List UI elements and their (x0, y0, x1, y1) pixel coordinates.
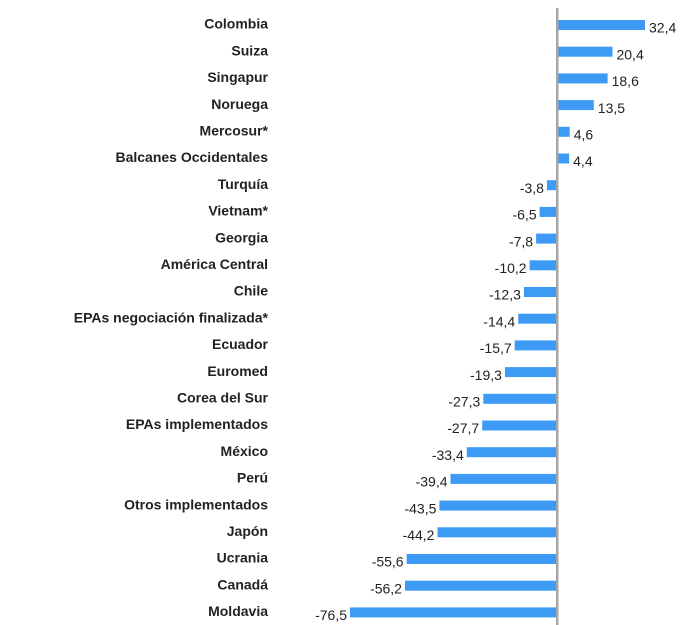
bar (406, 554, 558, 564)
category-label: EPAs negociación finalizada* (74, 309, 269, 325)
bar (546, 180, 558, 191)
category-label: Colombia (204, 16, 268, 32)
bar (557, 46, 613, 57)
bar (557, 153, 570, 164)
value-label: -7,8 (509, 233, 533, 249)
category-label: Ecuador (212, 336, 269, 352)
bar (557, 20, 645, 30)
value-label: -27,3 (448, 394, 480, 410)
bar (557, 100, 594, 111)
category-label: Vietnam* (208, 203, 268, 219)
category-label: Perú (237, 470, 268, 486)
category-label: Georgia (215, 229, 268, 245)
bar (483, 393, 558, 404)
value-label: 4,4 (573, 153, 593, 169)
value-label: -19,3 (470, 367, 502, 383)
category-label: Canadá (217, 576, 268, 592)
bar (539, 206, 558, 217)
bar (557, 126, 570, 137)
value-label: 32,4 (649, 20, 676, 36)
bar (529, 260, 558, 271)
bar (450, 473, 558, 484)
bar (514, 340, 558, 351)
value-label: -27,7 (447, 420, 479, 436)
category-label: Singapur (207, 69, 268, 85)
value-label: -39,4 (416, 474, 448, 490)
value-label: -43,5 (404, 500, 436, 516)
category-label: Noruega (211, 96, 268, 112)
category-label: Corea del Sur (177, 390, 269, 406)
category-label: Moldavia (208, 603, 268, 619)
category-label: Euromed (207, 363, 268, 379)
value-label: -3,8 (520, 180, 544, 196)
bar (466, 447, 558, 458)
value-label: -76,5 (315, 607, 347, 623)
category-label: Chile (234, 283, 268, 299)
bar (439, 500, 558, 511)
value-label: 13,5 (598, 100, 625, 116)
bar (536, 233, 558, 244)
value-label: 4,6 (574, 127, 594, 143)
value-label: -55,6 (372, 554, 404, 570)
category-label: Japón (227, 523, 268, 539)
category-label: EPAs implementados (126, 416, 268, 432)
value-label: 18,6 (612, 73, 639, 89)
value-label: 20,4 (616, 46, 643, 62)
value-label: -10,2 (495, 260, 527, 276)
value-label: -12,3 (489, 287, 521, 303)
category-label: Turquía (218, 176, 269, 192)
value-label: -15,7 (480, 340, 512, 356)
bar (350, 607, 558, 618)
category-label: Otros implementados (124, 496, 268, 512)
value-label: -56,2 (370, 580, 402, 596)
bar (557, 73, 608, 84)
category-label: América Central (161, 256, 268, 272)
value-label: -33,4 (432, 447, 464, 463)
value-label: -44,2 (403, 527, 435, 543)
bar (437, 527, 558, 538)
bar (482, 420, 558, 431)
value-label: -6,5 (512, 207, 536, 223)
category-label: Ucrania (217, 550, 269, 566)
bar (404, 580, 558, 591)
bar (523, 287, 558, 297)
value-label: -14,4 (483, 313, 515, 329)
bar (504, 367, 558, 378)
category-label: Balcanes Occidentales (115, 149, 268, 165)
category-label: Suiza (231, 42, 268, 58)
category-label: México (221, 443, 268, 459)
category-label: Mercosur* (200, 123, 269, 139)
bar (518, 313, 558, 324)
